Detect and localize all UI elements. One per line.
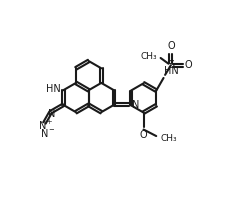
Text: N: N xyxy=(132,100,139,110)
Text: CH₃: CH₃ xyxy=(160,134,177,143)
Text: O: O xyxy=(140,130,147,140)
Text: S: S xyxy=(167,60,174,70)
Text: $\mathsf{N^-}$: $\mathsf{N^-}$ xyxy=(40,127,55,139)
Text: O: O xyxy=(185,60,193,70)
Text: HN: HN xyxy=(164,66,179,76)
Text: N: N xyxy=(48,109,55,119)
Text: HN: HN xyxy=(46,85,61,95)
Text: $\mathsf{N^+}$: $\mathsf{N^+}$ xyxy=(38,119,54,132)
Text: O: O xyxy=(167,41,175,51)
Text: CH₃: CH₃ xyxy=(141,52,158,61)
